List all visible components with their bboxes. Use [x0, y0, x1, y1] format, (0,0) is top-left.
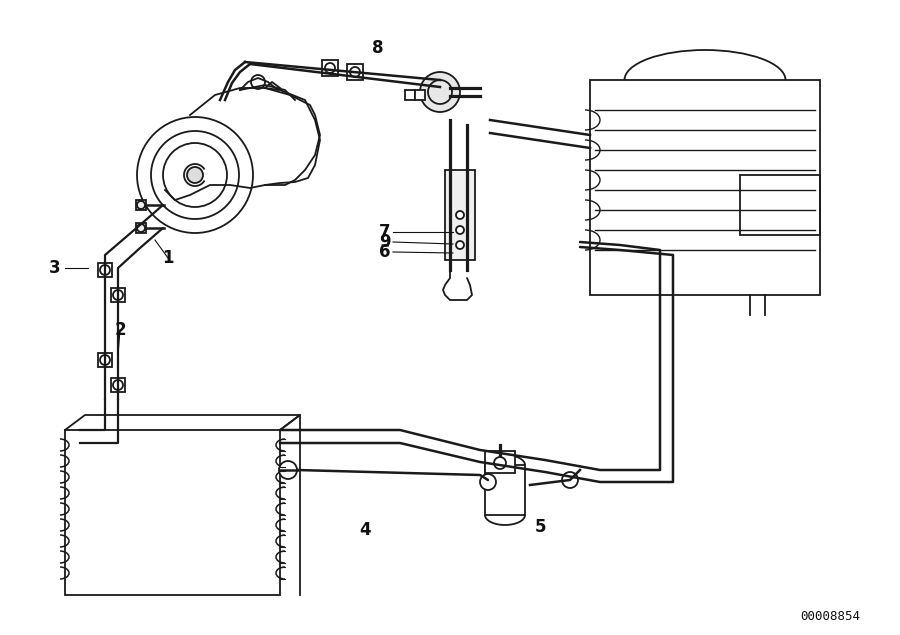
Bar [405, 90, 415, 100]
Circle shape [480, 474, 496, 490]
Bar [347, 64, 363, 80]
Bar [111, 378, 125, 392]
Bar [98, 353, 112, 367]
Bar [65, 430, 280, 595]
Text: 4: 4 [359, 521, 371, 539]
Bar [445, 170, 475, 260]
Text: 5: 5 [535, 518, 545, 536]
Circle shape [456, 241, 464, 249]
Text: 1: 1 [162, 249, 174, 267]
Circle shape [456, 226, 464, 234]
Circle shape [456, 211, 464, 219]
Bar [740, 175, 820, 235]
Bar [136, 200, 146, 210]
Bar [415, 90, 425, 100]
Circle shape [420, 72, 460, 112]
Bar [485, 465, 525, 515]
Text: 2: 2 [114, 321, 126, 339]
Text: 9: 9 [379, 233, 391, 251]
Circle shape [562, 472, 578, 488]
Text: 8: 8 [373, 39, 383, 57]
Circle shape [279, 461, 297, 479]
Text: 3: 3 [50, 259, 61, 277]
Circle shape [187, 167, 203, 183]
Bar [485, 451, 515, 473]
Text: 6: 6 [379, 243, 391, 261]
Bar [111, 288, 125, 302]
Bar [322, 60, 338, 76]
Bar [98, 263, 112, 277]
Text: 00008854: 00008854 [800, 610, 860, 623]
Bar [136, 223, 146, 233]
Text: 7: 7 [379, 223, 391, 241]
Bar [590, 80, 820, 295]
